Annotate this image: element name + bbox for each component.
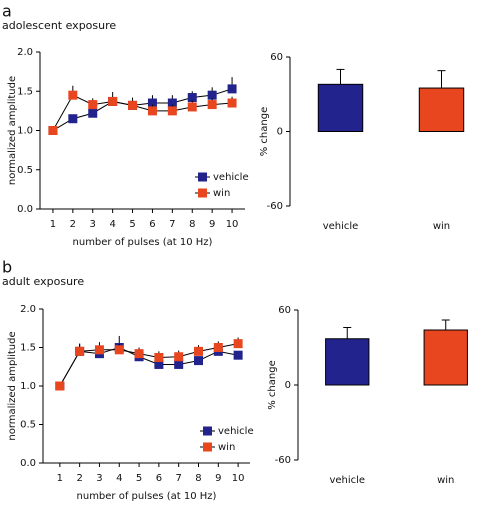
x-tick-label: 8 — [189, 219, 195, 230]
marker — [68, 114, 78, 124]
marker — [213, 343, 223, 352]
y-tick-label: 2.0 — [17, 47, 33, 58]
marker — [75, 346, 85, 356]
marker — [88, 108, 98, 118]
series-line — [59, 346, 239, 387]
panel-label: b — [2, 258, 12, 277]
legend-marker — [203, 426, 212, 436]
x-axis-label: number of pulses (at 10 Hz) — [77, 491, 217, 502]
y-tick-label: 1.5 — [20, 343, 36, 354]
bar — [317, 83, 364, 132]
marker — [167, 106, 177, 116]
y-tick-label: 0.0 — [20, 458, 36, 469]
y-tick-label: 60 — [270, 52, 283, 63]
x-tick-label: 9 — [215, 473, 221, 484]
marker — [187, 102, 197, 112]
series-line — [52, 94, 233, 131]
marker — [55, 381, 65, 391]
x-tick-label: 6 — [156, 473, 162, 484]
marker — [174, 352, 184, 362]
y-tick-label: 0.5 — [17, 165, 33, 176]
series-line — [59, 343, 239, 387]
x-axis-label: number of pulses (at 10 Hz) — [73, 237, 213, 248]
y-tick-label: -60 — [275, 455, 291, 466]
marker — [154, 353, 164, 363]
marker — [207, 100, 217, 110]
x-tick-label: 2 — [70, 219, 76, 230]
x-tick-label: 3 — [90, 219, 96, 230]
x-tick-label: 7 — [176, 473, 182, 484]
x-tick-label: 4 — [109, 219, 115, 230]
x-tick-label: 8 — [195, 473, 201, 484]
legend-label: win — [218, 442, 235, 453]
marker — [68, 90, 78, 100]
y-tick-label: 1.5 — [17, 86, 33, 97]
marker — [147, 98, 157, 108]
y-tick-label: 0 — [285, 380, 291, 391]
y-tick-label: 2.0 — [20, 304, 36, 315]
marker — [193, 346, 203, 356]
x-tick-label: 1 — [50, 219, 56, 230]
x-tick-label: 10 — [232, 473, 245, 484]
y-tick-label: 1.0 — [20, 381, 36, 392]
marker — [147, 106, 157, 116]
panel-title: adolescent exposure — [2, 19, 116, 32]
marker — [128, 100, 138, 110]
y-tick-label: -60 — [267, 201, 283, 212]
bar — [423, 329, 468, 386]
marker — [94, 345, 104, 355]
marker — [193, 356, 203, 366]
y-tick-label: 0.0 — [17, 204, 33, 215]
legend-label: win — [213, 188, 230, 199]
y-tick-label: 60 — [278, 305, 291, 316]
marker — [227, 98, 237, 108]
marker — [167, 98, 177, 108]
marker — [227, 84, 237, 94]
marker — [88, 100, 98, 110]
x-tick-label: 4 — [116, 473, 122, 484]
x-tick-label: vehicle — [329, 475, 365, 486]
y-tick-label: 0.5 — [20, 420, 36, 431]
y-tick-label: 0 — [277, 127, 283, 138]
legend-marker — [198, 188, 207, 198]
x-tick-label: win — [437, 475, 454, 486]
y-axis-label: normalized amplitude — [7, 76, 18, 185]
marker — [108, 96, 118, 106]
x-tick-label: 10 — [226, 219, 239, 230]
x-tick-label: 9 — [209, 219, 215, 230]
panel-title: adult exposure — [2, 275, 84, 288]
x-tick-label: vehicle — [323, 221, 359, 232]
marker — [207, 90, 217, 100]
marker — [48, 126, 58, 135]
marker — [114, 345, 124, 355]
bar — [325, 338, 370, 386]
legend-label: vehicle — [218, 426, 254, 437]
y-tick-label: 1.0 — [17, 126, 33, 137]
bar — [418, 87, 465, 132]
x-tick-label: win — [433, 221, 450, 232]
marker — [154, 359, 164, 369]
legend-marker — [198, 172, 207, 182]
marker — [174, 359, 184, 369]
marker — [187, 93, 197, 103]
marker — [233, 339, 243, 349]
y-axis-label: normalized amplitude — [7, 331, 18, 440]
x-tick-label: 5 — [136, 473, 142, 484]
legend-marker — [203, 442, 212, 452]
x-tick-label: 7 — [169, 219, 175, 230]
x-tick-label: 2 — [76, 473, 82, 484]
series-line — [52, 88, 233, 131]
marker — [134, 349, 144, 359]
marker — [233, 350, 243, 360]
legend-label: vehicle — [213, 172, 249, 183]
y-axis-label: % change — [259, 107, 270, 156]
y-axis-label: % change — [267, 360, 278, 409]
x-tick-label: 5 — [129, 219, 135, 230]
x-tick-label: 1 — [57, 473, 63, 484]
x-tick-label: 6 — [149, 219, 155, 230]
x-tick-label: 3 — [96, 473, 102, 484]
panel-label: a — [2, 2, 12, 21]
